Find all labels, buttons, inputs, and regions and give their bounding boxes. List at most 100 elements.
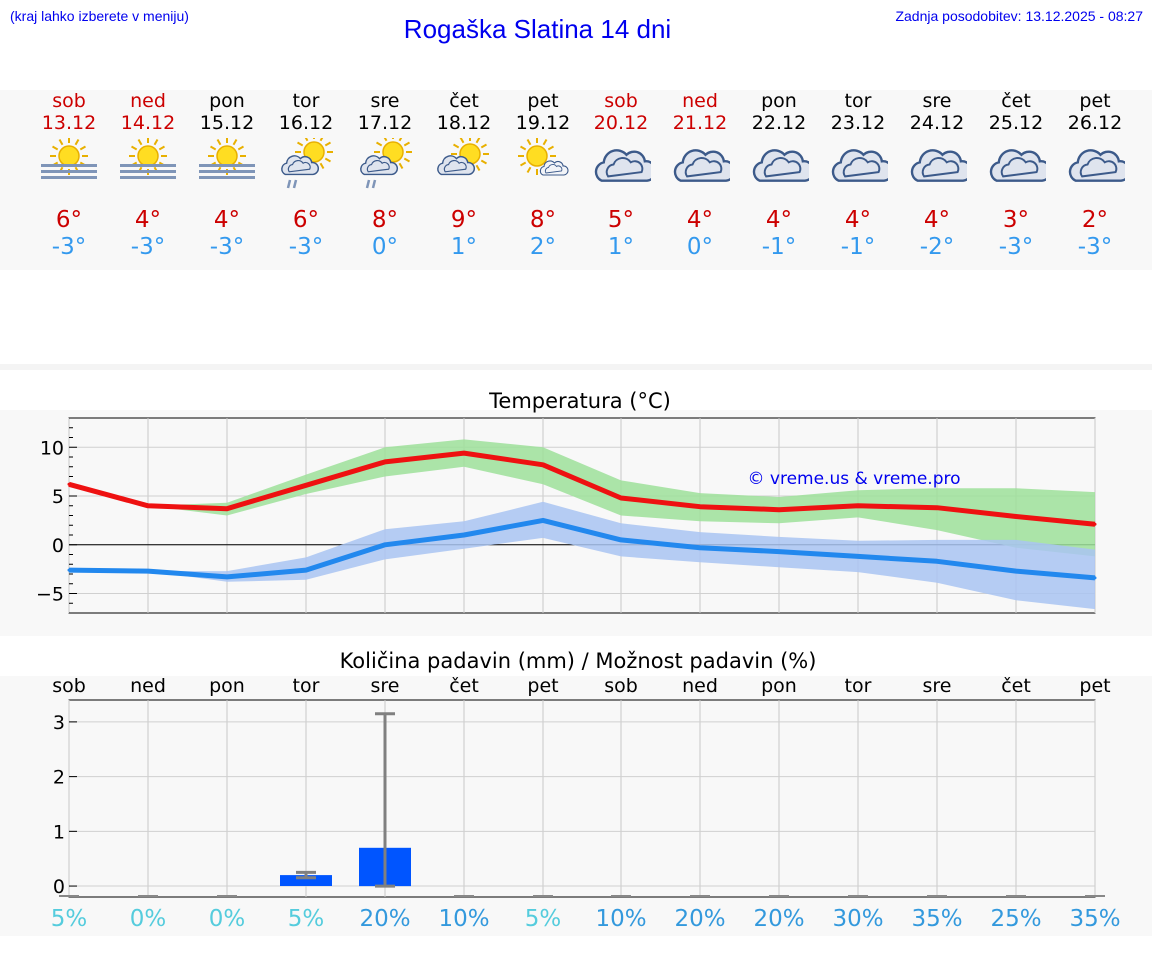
max-temperature: 2° xyxy=(1081,207,1109,233)
temp-tick-label: 5 xyxy=(52,486,64,508)
rain-day-label: tor xyxy=(845,675,872,697)
max-temperature: 8° xyxy=(529,207,557,233)
day-name: pon xyxy=(209,90,245,112)
rain-day-label: pet xyxy=(1079,675,1110,697)
min-temperature: -3° xyxy=(209,234,245,260)
location-menu-hint[interactable]: (kraj lahko izberete v meniju) xyxy=(10,8,189,24)
cloud-icon xyxy=(591,138,657,190)
cloud-icon xyxy=(828,138,894,190)
temp-max-point xyxy=(1093,522,1097,526)
temp-max-range-band xyxy=(69,439,1095,557)
min-temperature: -3° xyxy=(1077,234,1113,260)
day-date: 13.12 xyxy=(41,112,97,134)
rain-day-label: pon xyxy=(209,675,245,697)
day-date: 20.12 xyxy=(593,112,649,134)
sun-small-cloud-icon xyxy=(513,137,573,190)
rain-probability: 5% xyxy=(51,906,88,932)
day-column: ned 14.12 4° -3° xyxy=(108,90,188,261)
temp-min-line xyxy=(68,517,1096,581)
temp-max-point xyxy=(1014,515,1018,518)
rain-probability: 35% xyxy=(911,906,962,932)
rain-probability: 20% xyxy=(753,906,804,932)
day-column: pet 19.12 8° 2° xyxy=(503,90,583,261)
rain-plot-area xyxy=(68,699,1096,898)
day-date: 26.12 xyxy=(1067,112,1123,134)
temp-max-point xyxy=(383,460,387,464)
temp-max-point xyxy=(856,504,860,508)
cloud-icon xyxy=(749,138,815,190)
temp-max-line xyxy=(68,450,1096,527)
day-date: 24.12 xyxy=(909,112,965,134)
day-date: 16.12 xyxy=(278,112,334,134)
page-title: Rogaška Slatina 14 dni xyxy=(403,14,672,44)
rain-probability: 0% xyxy=(209,906,246,932)
min-temperature: 1° xyxy=(450,234,478,260)
temp-min-point xyxy=(619,538,623,542)
day-column: sre 17.12 8° 0° xyxy=(345,90,425,261)
temp-min-point xyxy=(698,546,702,550)
day-name: ned xyxy=(682,90,718,112)
day-name: čet xyxy=(449,90,479,112)
day-name: pon xyxy=(761,90,797,112)
day-name: čet xyxy=(1001,90,1031,112)
temp-min-point xyxy=(1093,576,1097,580)
day-column: sre 24.12 4° -2° xyxy=(897,90,977,261)
day-date: 23.12 xyxy=(830,112,886,134)
day-column: ned 21.12 4° 0° xyxy=(660,90,740,261)
min-temperature: -2° xyxy=(919,234,955,260)
rain-day-label: pet xyxy=(527,675,558,697)
day-name: sob xyxy=(604,90,638,112)
rain-tick-label: 0 xyxy=(53,876,65,898)
rain-day-label: sob xyxy=(604,675,638,697)
day-column: čet 18.12 9° 1° xyxy=(424,90,504,261)
day-name: pet xyxy=(527,90,559,112)
min-temperature: -3° xyxy=(51,234,87,260)
max-temperature: 4° xyxy=(134,207,162,233)
temp-tick-label: 10 xyxy=(40,437,64,459)
temp-max-point xyxy=(777,508,781,512)
sun-fog-icon xyxy=(197,137,257,190)
temp-tick-label: −5 xyxy=(36,584,64,606)
max-temperature: 3° xyxy=(1002,207,1030,233)
min-temperature: 0° xyxy=(686,234,714,260)
temp-max-point xyxy=(619,496,623,500)
rain-tick-label: 3 xyxy=(53,712,65,734)
last-update: Zadnja posodobitev: 13.12.2025 - 08:27 xyxy=(895,8,1143,24)
temp-min-point xyxy=(225,575,229,579)
min-temperature: -3° xyxy=(130,234,166,260)
temp-max-point xyxy=(541,463,545,467)
rain-day-label: sre xyxy=(371,675,400,697)
rain-day-label: tor xyxy=(293,675,320,697)
day-column: čet 25.12 3° -3° xyxy=(976,90,1056,261)
rain-day-label: sob xyxy=(52,675,86,697)
max-temperature: 4° xyxy=(765,207,793,233)
rain-day-label: sre xyxy=(923,675,952,697)
sun-fog-icon xyxy=(39,137,99,190)
max-temperature: 4° xyxy=(923,207,951,233)
rain-probability: 35% xyxy=(1069,906,1120,932)
rain-bar xyxy=(280,875,332,886)
sun-fog-icon xyxy=(118,137,178,190)
rain-day-label: čet xyxy=(1001,675,1031,697)
temp-min-point xyxy=(462,533,466,537)
temp-min-point xyxy=(856,554,860,558)
temp-min-point xyxy=(777,550,781,554)
day-date: 14.12 xyxy=(120,112,176,134)
temp-max-point xyxy=(698,505,702,509)
temp-max-point xyxy=(462,451,466,455)
day-column: pet 26.12 2° -3° xyxy=(1055,90,1135,261)
day-date: 15.12 xyxy=(199,112,255,134)
rain-probability: 10% xyxy=(595,906,646,932)
rain-day-label: čet xyxy=(449,675,479,697)
temp-min-point xyxy=(304,568,308,572)
sun-cloud-rain-icon xyxy=(276,133,336,190)
temp-max-point xyxy=(935,506,939,510)
separator-band xyxy=(0,364,1152,370)
day-name: sre xyxy=(370,90,400,112)
rain-probability: 5% xyxy=(525,906,562,932)
day-name: sre xyxy=(922,90,952,112)
temp-watermark: © vreme.us & vreme.pro xyxy=(747,469,960,489)
day-column: tor 23.12 4° -1° xyxy=(818,90,898,261)
precipitation-chart: Količina padavin (mm) / Možnost padavin … xyxy=(0,649,1152,936)
day-date: 18.12 xyxy=(436,112,492,134)
